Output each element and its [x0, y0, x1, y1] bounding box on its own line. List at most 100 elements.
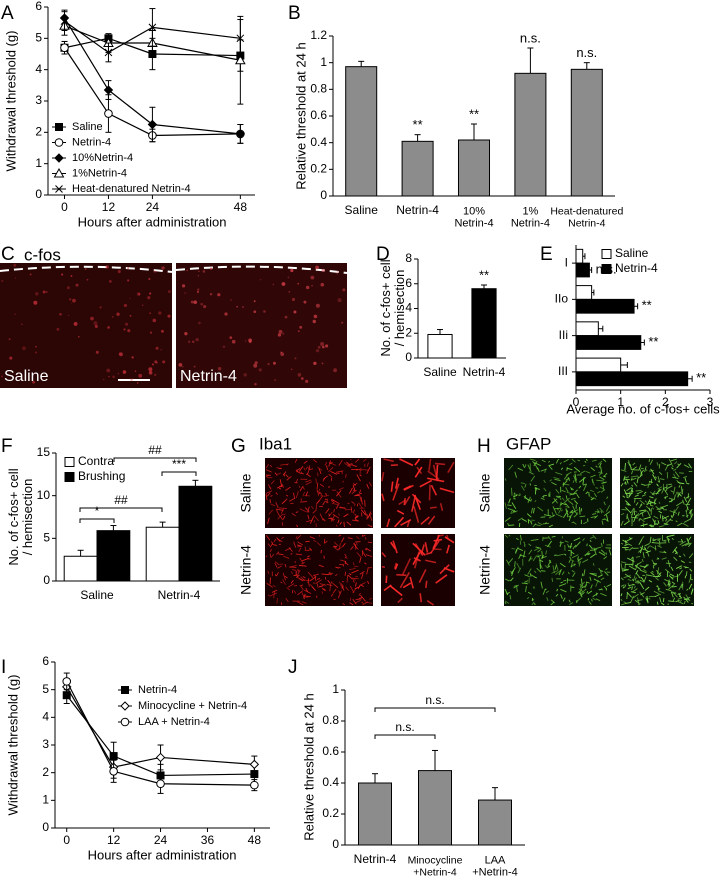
texture: [152, 318, 157, 323]
texture: [192, 340, 195, 343]
texture: [267, 517, 270, 524]
texture: [560, 509, 563, 512]
texture: [526, 513, 532, 518]
texture: [688, 463, 692, 469]
texture: [591, 479, 594, 484]
texture: [534, 523, 541, 527]
texture: [332, 583, 339, 589]
texture: [659, 551, 667, 554]
y-tick-label: 0: [405, 350, 412, 364]
texture: [341, 585, 344, 589]
texture: [532, 460, 537, 467]
texture: [504, 478, 507, 481]
texture: [351, 500, 355, 505]
texture: [600, 577, 605, 581]
texture: [633, 586, 636, 589]
texture: [687, 536, 692, 542]
texture: [332, 499, 340, 505]
texture: [567, 571, 570, 575]
bar: [63, 555, 98, 582]
texture: [14, 313, 16, 316]
texture: [136, 292, 141, 296]
texture: [381, 552, 387, 558]
texture: [73, 321, 78, 326]
texture: [645, 469, 648, 472]
texture: [661, 488, 665, 494]
texture: [284, 315, 288, 319]
y-tick-label: 1: [35, 156, 42, 170]
texture: [352, 579, 355, 583]
texture: [527, 464, 532, 473]
texture: [281, 536, 284, 540]
texture: [267, 594, 270, 597]
texture: [644, 483, 651, 486]
texture: [634, 498, 636, 503]
texture: [356, 474, 361, 482]
texture: [331, 502, 340, 506]
border-line: [0, 265, 348, 274]
texture: [561, 571, 565, 576]
bar: [575, 321, 599, 337]
texture: [649, 545, 657, 550]
texture: [675, 599, 680, 603]
texture: [647, 481, 651, 489]
texture: [640, 483, 645, 486]
texture: [683, 553, 686, 557]
texture: [305, 587, 309, 593]
texture: [536, 567, 542, 573]
panel-letter: J: [288, 657, 298, 678]
texture: [327, 579, 331, 584]
texture: [515, 548, 518, 553]
texture: [597, 490, 601, 494]
texture: [558, 508, 562, 514]
texture: [335, 573, 338, 577]
texture: [285, 597, 289, 603]
texture: [683, 496, 688, 503]
texture: [658, 525, 664, 528]
texture: [602, 484, 605, 490]
texture: [217, 367, 222, 371]
texture: [560, 467, 563, 470]
x-tick-label: Minocycline +Netrin-4: [408, 855, 463, 879]
texture: [594, 546, 602, 550]
texture: [300, 501, 308, 503]
texture: [555, 593, 559, 597]
texture: [305, 479, 312, 483]
texture: [102, 378, 105, 381]
texture: [687, 493, 690, 499]
bracket: [113, 457, 197, 462]
texture: [296, 524, 299, 528]
texture: [510, 510, 518, 515]
texture: [303, 300, 307, 304]
texture: [626, 592, 628, 599]
texture: [620, 603, 625, 606]
texture: [315, 265, 319, 270]
texture: [355, 598, 362, 601]
texture: [684, 596, 691, 600]
texture: [679, 599, 682, 603]
y-tick-label: 0.8: [322, 713, 339, 727]
bar: [471, 288, 497, 359]
texture: [299, 584, 304, 591]
panel-h: H GFAP Saline Netrin-4: [477, 434, 694, 606]
texture: [685, 504, 689, 511]
texture: [270, 541, 274, 545]
texture: [598, 471, 601, 474]
texture: [520, 482, 525, 485]
texture: [243, 373, 247, 377]
texture: [516, 588, 518, 592]
texture: [352, 509, 356, 514]
bar: [358, 782, 392, 846]
texture: [573, 537, 581, 542]
texture: [572, 572, 576, 578]
texture: [580, 578, 583, 587]
texture: [354, 518, 359, 522]
texture: [359, 474, 362, 477]
texture: [265, 463, 270, 469]
texture: [241, 305, 245, 309]
texture: [551, 577, 554, 582]
legend-marker: [120, 701, 130, 711]
texture: [602, 458, 607, 463]
texture: [272, 544, 278, 546]
texture: [105, 265, 110, 269]
